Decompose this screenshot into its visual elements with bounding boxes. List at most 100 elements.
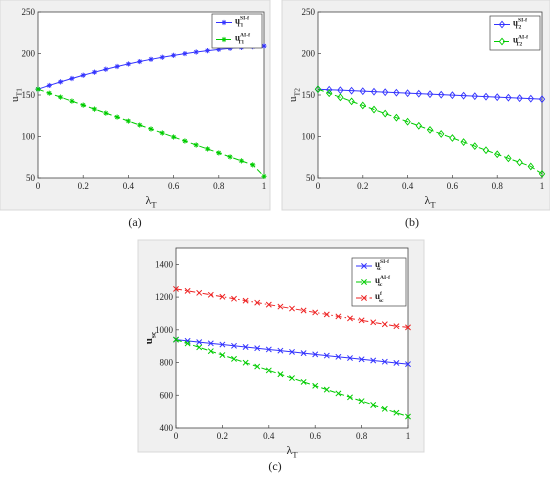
- y-axis-label: uT1: [9, 88, 23, 102]
- data-point: [538, 95, 546, 104]
- data-point: [250, 162, 256, 168]
- caption-c: (c): [268, 459, 281, 473]
- data-point: [300, 307, 307, 314]
- data-point: [426, 125, 434, 134]
- data-point: [277, 347, 284, 354]
- data-point: [312, 309, 319, 316]
- data-point: [460, 91, 467, 100]
- legend: uSI-f T2 uAI-f T2: [489, 15, 541, 51]
- legend-entry: uSI-f T2: [513, 17, 527, 30]
- x-tick-label: 0.4: [263, 431, 275, 441]
- data-point: [347, 315, 353, 322]
- data-point: [494, 93, 501, 102]
- chart-c: 0 0.2 0.4 0.6 0.8 1400600800100012001400λTusc…: [137, 239, 425, 460]
- data-point: [207, 348, 214, 355]
- data-point: [207, 291, 214, 298]
- data-point: [103, 66, 109, 72]
- legend-marker: [498, 20, 506, 29]
- y-tick-label: 400: [160, 423, 174, 433]
- data-point: [370, 402, 377, 408]
- data-point: [238, 158, 244, 164]
- y-tick-label: 250: [302, 7, 316, 17]
- caption-b: (b): [405, 215, 419, 229]
- data-point: [58, 94, 64, 100]
- data-point: [323, 352, 330, 359]
- x-tick-label: 0.2: [217, 431, 228, 441]
- data-point: [277, 371, 284, 378]
- data-point: [231, 295, 237, 302]
- data-point: [393, 323, 400, 330]
- x-tick-label: 1: [406, 431, 411, 441]
- data-point: [438, 130, 445, 138]
- data-point: [231, 355, 237, 362]
- data-point: [449, 134, 456, 142]
- data-point: [323, 386, 330, 393]
- data-point: [125, 61, 131, 67]
- data-point: [204, 47, 211, 54]
- data-point: [196, 339, 203, 346]
- data-point: [289, 348, 295, 355]
- data-point: [289, 375, 295, 382]
- data-point: [91, 106, 98, 112]
- data-point: [347, 355, 353, 361]
- data-point: [261, 173, 267, 179]
- data-point: [314, 85, 322, 94]
- data-point: [204, 146, 211, 152]
- data-point: [426, 90, 434, 99]
- data-point: [337, 93, 344, 102]
- legend-marker: [221, 19, 227, 26]
- y-tick-label: 600: [160, 390, 174, 400]
- data-point: [193, 49, 199, 55]
- x-axis-label: λT: [146, 193, 157, 210]
- data-point: [69, 75, 75, 82]
- data-point: [326, 89, 333, 98]
- data-point: [219, 352, 226, 358]
- data-point: [415, 121, 422, 130]
- data-point: [196, 344, 203, 351]
- x-tick-label: 1: [262, 181, 267, 191]
- data-point: [159, 130, 165, 136]
- data-point: [184, 287, 191, 294]
- data-point: [35, 86, 41, 92]
- data-point: [382, 88, 389, 97]
- legend-box: [489, 15, 541, 51]
- legend-marker: [361, 295, 367, 301]
- legend-entry: uAI-f T1: [235, 32, 250, 45]
- data-point: [405, 324, 411, 331]
- data-point: [312, 351, 319, 358]
- legend: uSI-f sc uAI-f sc uf sc: [351, 257, 407, 307]
- x-tick-label: 0.4: [402, 181, 414, 191]
- data-point: [335, 313, 342, 320]
- data-point: [58, 79, 64, 85]
- y-tick-label: 1400: [155, 259, 174, 269]
- data-point: [415, 89, 422, 98]
- data-point: [358, 317, 365, 324]
- legend-entry: uf sc: [375, 291, 384, 304]
- data-point: [46, 90, 52, 96]
- data-point: [219, 293, 226, 300]
- data-point: [80, 102, 86, 108]
- data-point: [254, 345, 261, 352]
- y-axis-label: uT2: [287, 88, 301, 102]
- series-line: [317, 88, 543, 175]
- data-point: [359, 101, 366, 110]
- data-point: [393, 113, 400, 122]
- data-point: [80, 72, 86, 78]
- data-point: [173, 285, 179, 292]
- x-tick-label: 0.8: [356, 431, 368, 441]
- data-point: [494, 150, 501, 159]
- data-point: [370, 357, 377, 364]
- data-point: [405, 361, 411, 368]
- data-point: [300, 350, 307, 357]
- data-point: [216, 150, 222, 156]
- y-tick-label: 1000: [155, 325, 174, 335]
- legend-entry: uSI-f T1: [235, 15, 249, 28]
- data-point: [261, 43, 267, 49]
- data-point: [405, 413, 411, 420]
- data-point: [182, 138, 188, 144]
- legend-entry: uAI-f sc: [375, 275, 390, 288]
- data-point: [277, 303, 284, 310]
- data-point: [148, 126, 154, 132]
